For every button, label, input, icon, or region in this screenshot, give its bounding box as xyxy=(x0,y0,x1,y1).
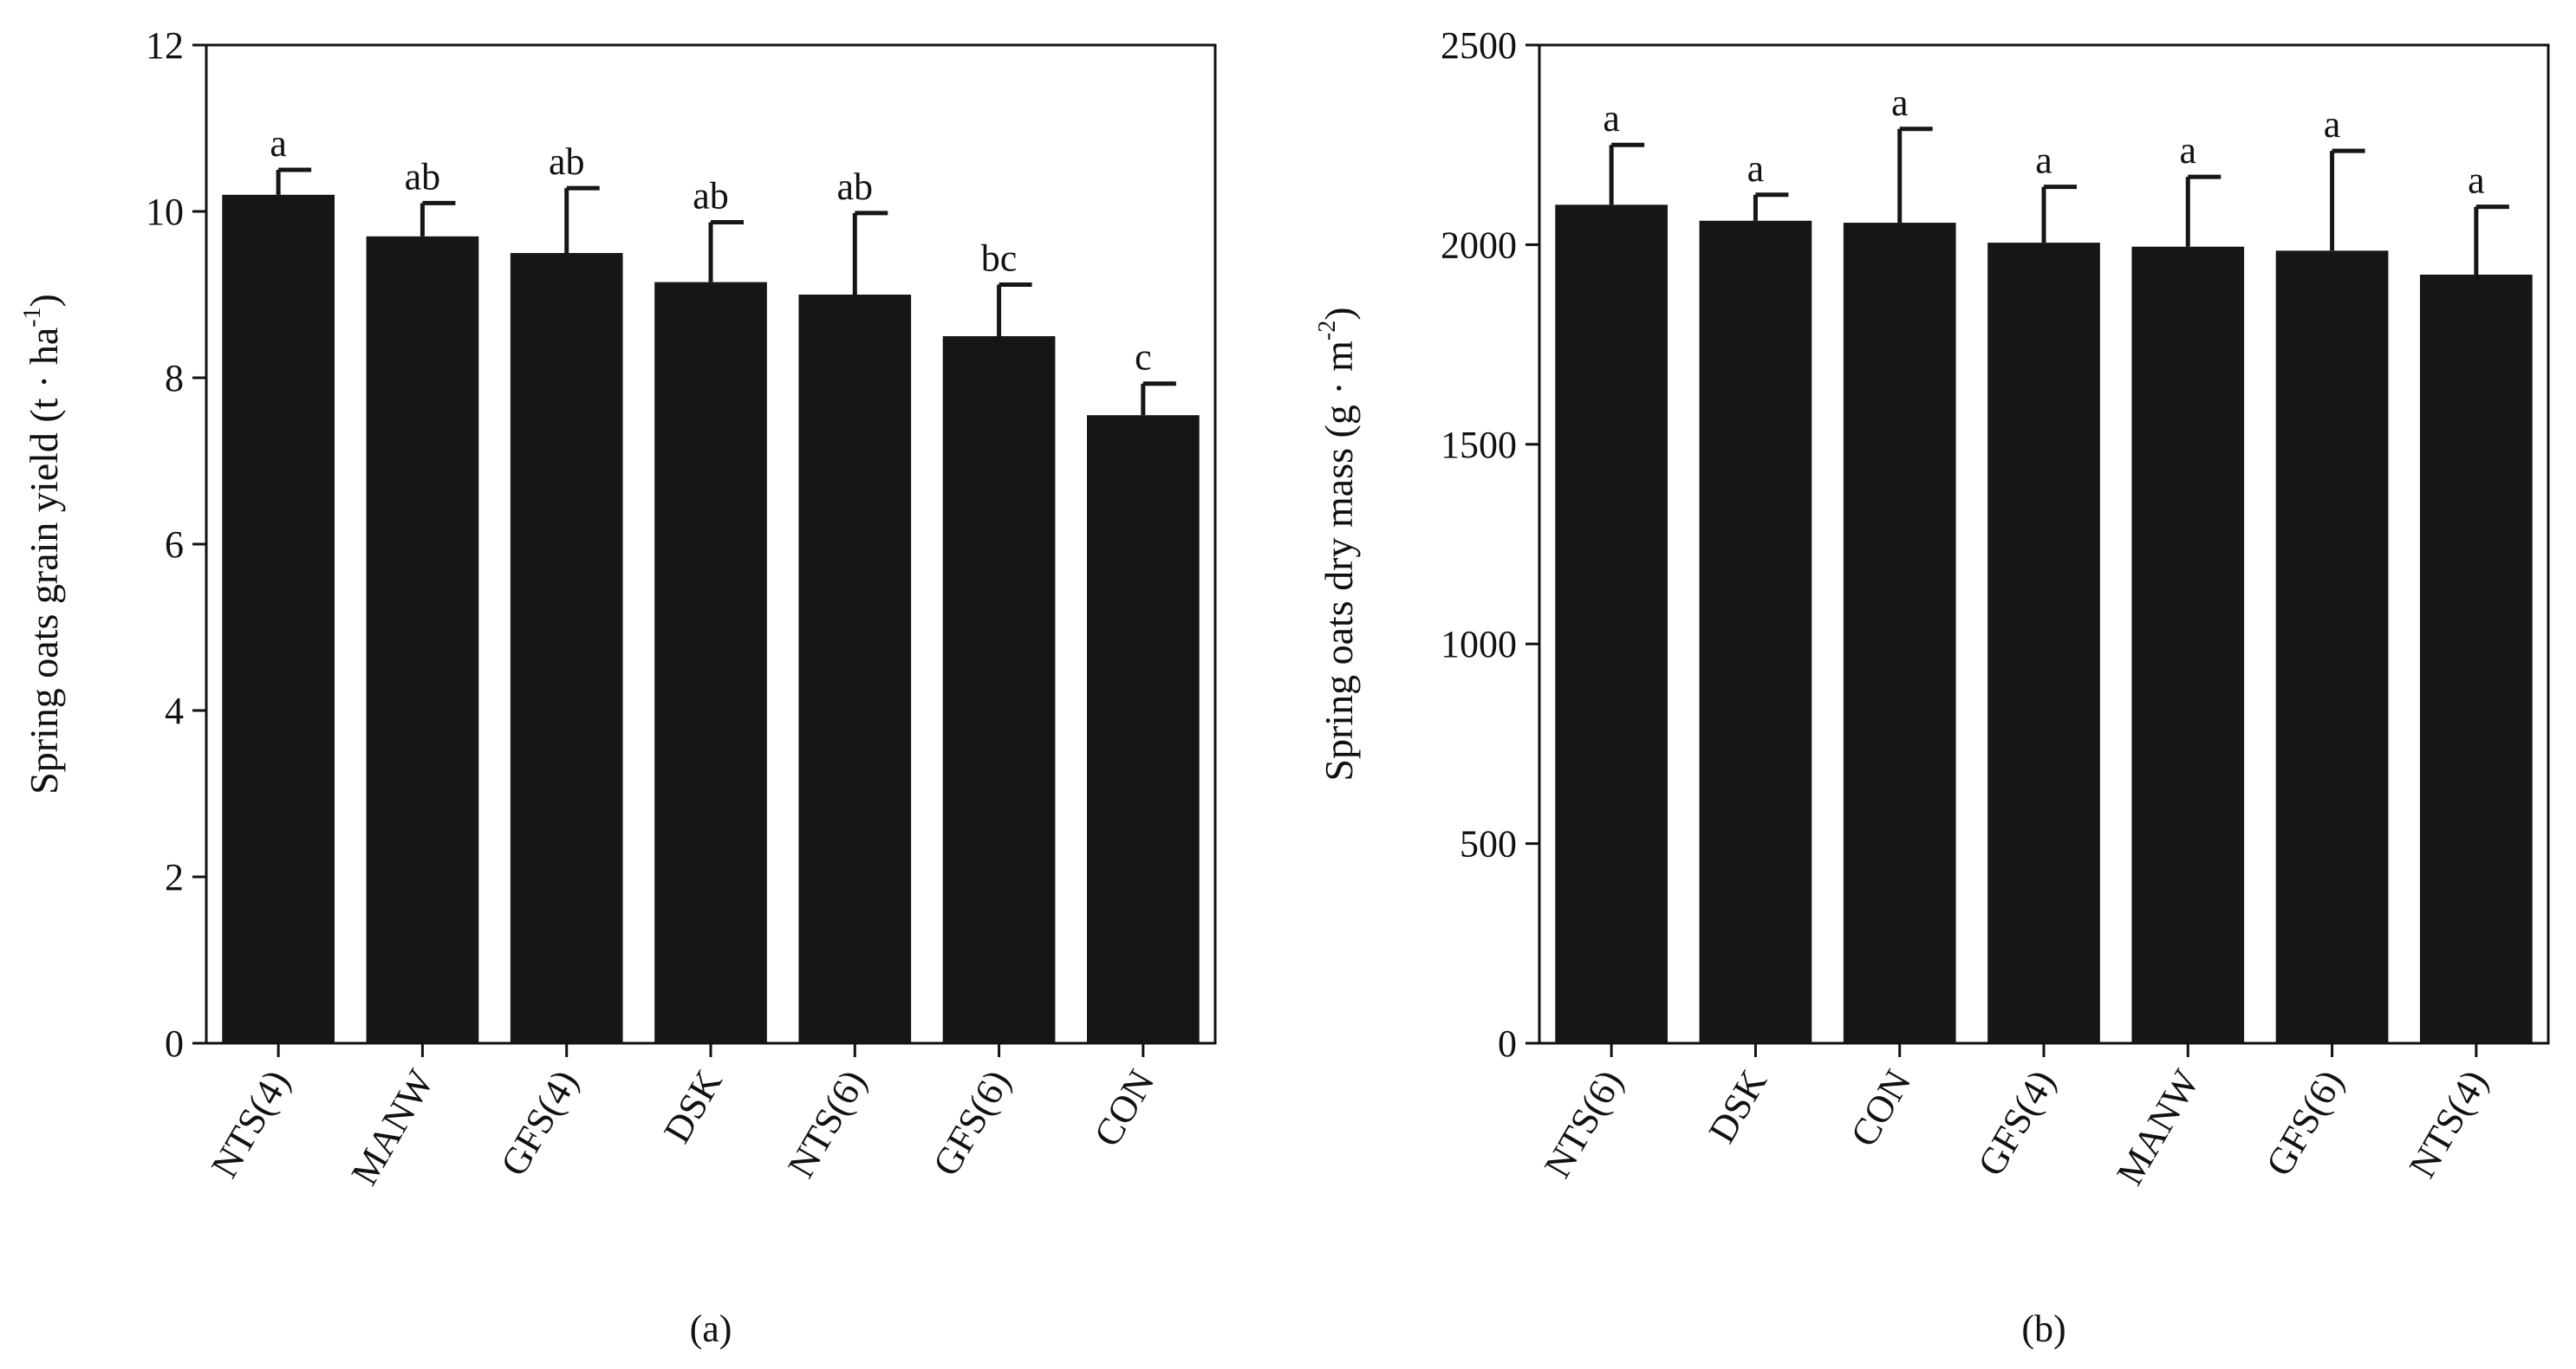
y-tick-label: 0 xyxy=(165,1022,184,1065)
x-category-label: NTS(6) xyxy=(1536,1063,1631,1185)
significance-label: a xyxy=(2468,159,2485,202)
significance-label: a xyxy=(1747,147,1765,190)
panel-label: (b) xyxy=(2021,1307,2065,1350)
bar xyxy=(366,236,479,1043)
significance-label: ab xyxy=(837,165,874,208)
bar xyxy=(798,295,912,1043)
y-axis-title-close: ) xyxy=(22,294,66,307)
significance-label: bc xyxy=(981,237,1018,279)
significance-label: a xyxy=(2035,139,2052,182)
bar xyxy=(654,282,767,1044)
x-category-label: GFS(4) xyxy=(1969,1063,2063,1184)
x-category-label: GFS(6) xyxy=(2258,1063,2352,1184)
y-axis-title-main: Spring oats dry mass (g · m xyxy=(1317,341,1361,782)
significance-label: ab xyxy=(693,174,729,217)
y-tick-label: 6 xyxy=(165,523,184,566)
x-category-label: MANW xyxy=(343,1062,443,1192)
y-tick-label: 2000 xyxy=(1441,224,1517,266)
significance-label: a xyxy=(1891,81,1909,124)
x-category-label: DSK xyxy=(655,1062,731,1150)
x-category-label: CON xyxy=(1086,1063,1163,1154)
bar xyxy=(1555,204,1668,1043)
bar xyxy=(2420,274,2533,1044)
significance-label: a xyxy=(2180,129,2197,172)
significance-label: a xyxy=(270,122,287,165)
bar xyxy=(1087,415,1200,1043)
y-axis-title: Spring oats dry mass (g · m-2) xyxy=(1314,307,1361,781)
bar xyxy=(510,253,623,1043)
panel-label: (a) xyxy=(690,1307,732,1350)
y-axis-title-close: ) xyxy=(1317,307,1361,320)
x-category-label: DSK xyxy=(1701,1062,1776,1150)
y-tick-label: 500 xyxy=(1460,823,1517,866)
significance-label: a xyxy=(1603,97,1620,139)
significance-label: ab xyxy=(405,155,441,198)
x-category-label: GFS(6) xyxy=(925,1063,1018,1184)
x-category-label: CON xyxy=(1842,1063,1919,1154)
significance-label: c xyxy=(1135,336,1152,379)
bar xyxy=(1843,223,1956,1043)
x-category-label: GFS(4) xyxy=(492,1063,586,1184)
y-tick-label: 12 xyxy=(146,24,184,67)
y-axis-title-superscript: -2 xyxy=(1314,321,1341,341)
bar xyxy=(942,336,1056,1043)
y-axis-title: Spring oats grain yield (t · ha-1) xyxy=(19,294,66,795)
y-tick-label: 4 xyxy=(165,690,184,732)
y-tick-label: 10 xyxy=(146,191,184,233)
x-category-label: NTS(6) xyxy=(779,1063,875,1185)
x-category-label: NTS(4) xyxy=(2401,1063,2496,1185)
bar xyxy=(222,194,335,1044)
y-tick-label: 1500 xyxy=(1441,424,1517,466)
bar xyxy=(1699,220,1812,1043)
y-tick-label: 8 xyxy=(165,357,184,399)
bar xyxy=(2131,246,2245,1044)
x-category-label: NTS(4) xyxy=(203,1063,298,1185)
panel-b-dry-mass-chart: 0 500 1000 1500 2000 2500 a NTS(6) a DSK a CON a GFS(… xyxy=(1314,24,2550,1350)
y-axis-title-superscript: -1 xyxy=(19,307,46,327)
y-tick-label: 2 xyxy=(165,856,184,899)
significance-label: a xyxy=(2324,103,2341,146)
bar xyxy=(2275,250,2389,1043)
y-tick-label: 1000 xyxy=(1441,623,1517,665)
bar xyxy=(1987,243,2100,1043)
panel-a-grain-yield-chart: 0 2 4 6 8 10 12 a NTS(4) ab MANW ab GFS(4) ab DSK ab NTS… xyxy=(19,24,1217,1350)
x-category-label: MANW xyxy=(2108,1062,2208,1192)
y-tick-label: 2500 xyxy=(1441,24,1517,67)
y-tick-label: 0 xyxy=(1498,1022,1517,1065)
significance-label: ab xyxy=(549,140,585,183)
y-axis-title-main: Spring oats grain yield (t · ha xyxy=(22,328,66,795)
